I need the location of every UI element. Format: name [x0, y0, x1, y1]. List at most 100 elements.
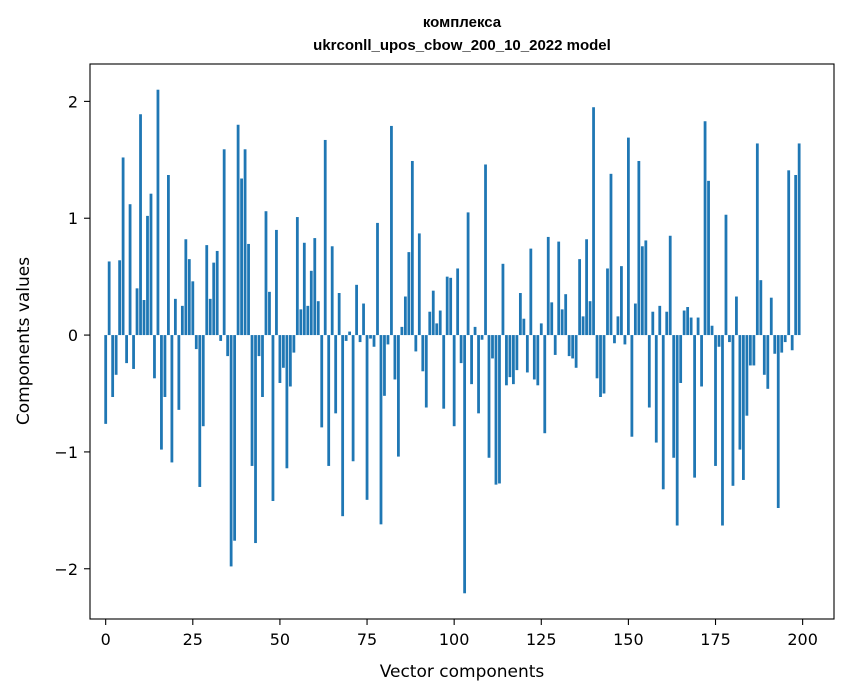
bar: [369, 335, 372, 339]
bar: [393, 335, 397, 380]
bar: [362, 303, 365, 336]
bar: [233, 335, 237, 541]
bar: [320, 335, 324, 428]
bar: [668, 235, 672, 336]
bar: [323, 139, 327, 336]
bar: [365, 335, 369, 500]
bar: [410, 160, 414, 336]
bar: [620, 266, 623, 336]
plot-frame: [89, 63, 835, 620]
bar: [797, 143, 801, 336]
bar: [700, 335, 703, 387]
bar: [348, 331, 352, 336]
bar: [240, 178, 243, 336]
x-tick-label: 25: [183, 630, 203, 649]
bar: [627, 137, 630, 336]
bar: [302, 242, 306, 336]
bar: [696, 317, 700, 336]
bar: [125, 335, 128, 364]
bar: [180, 305, 184, 336]
bar: [275, 229, 278, 336]
bar: [243, 149, 247, 336]
bar: [135, 288, 139, 336]
bar: [717, 335, 721, 347]
bar: [268, 291, 271, 336]
bar: [215, 250, 219, 336]
bar: [222, 149, 226, 336]
bar: [337, 293, 341, 336]
bars-group: [104, 89, 801, 594]
bar: [313, 238, 317, 336]
bar: [515, 335, 519, 371]
bar: [421, 335, 425, 372]
bar: [728, 335, 731, 343]
y-tick-label: 2: [68, 92, 78, 111]
bar: [602, 335, 606, 394]
bar: [212, 262, 216, 336]
bar: [459, 335, 463, 364]
bar: [327, 335, 331, 466]
bar: [397, 335, 400, 457]
bar: [456, 268, 460, 336]
x-tick-label: 125: [526, 630, 557, 649]
x-tick-label: 50: [270, 630, 290, 649]
bar: [139, 114, 142, 336]
bar: [787, 170, 791, 336]
bar: [383, 335, 386, 396]
bar: [170, 335, 174, 463]
bar: [536, 335, 540, 386]
bar: [334, 335, 338, 414]
bar: [466, 212, 470, 336]
bar: [390, 125, 393, 336]
y-axis-ticks: −2 −1 0 1 2: [54, 92, 90, 579]
bar: [518, 293, 522, 336]
bar: [571, 335, 575, 359]
bar: [644, 240, 648, 336]
bar: [532, 335, 536, 380]
bar: [616, 316, 620, 336]
bar: [271, 335, 275, 501]
bar: [247, 243, 250, 336]
bar: [773, 335, 777, 354]
y-tick-label: −2: [54, 560, 78, 579]
bar: [431, 290, 435, 336]
bar: [745, 335, 749, 416]
bar: [550, 302, 554, 336]
bar: [647, 335, 651, 408]
bar: [414, 335, 418, 352]
bar: [386, 335, 390, 345]
bar: [738, 335, 742, 450]
y-tick-label: 1: [68, 209, 78, 228]
bar: [654, 335, 658, 443]
bar: [306, 305, 310, 336]
bar: [208, 298, 212, 336]
bar: [205, 245, 209, 336]
bar: [107, 261, 111, 336]
bar: [780, 335, 784, 353]
x-tick-label: 200: [787, 630, 818, 649]
bar: [424, 335, 428, 408]
bar: [438, 310, 442, 336]
bar: [295, 217, 299, 336]
bar: [651, 311, 655, 336]
bar: [675, 335, 679, 526]
bar: [693, 335, 696, 478]
bar: [309, 270, 313, 336]
x-axis-label: Vector components: [380, 662, 545, 682]
bar: [599, 335, 602, 397]
bar: [407, 252, 411, 336]
bar: [630, 335, 634, 437]
bar: [153, 335, 156, 379]
bar: [613, 335, 616, 344]
bar: [473, 326, 477, 336]
bar: [557, 241, 561, 336]
bar: [442, 335, 446, 409]
bar: [299, 309, 303, 336]
bar: [463, 335, 467, 594]
bar: [679, 335, 683, 383]
bar: [194, 335, 198, 350]
bar: [560, 309, 564, 336]
bar: [288, 335, 292, 387]
bar: [522, 318, 526, 336]
bar: [379, 335, 383, 525]
